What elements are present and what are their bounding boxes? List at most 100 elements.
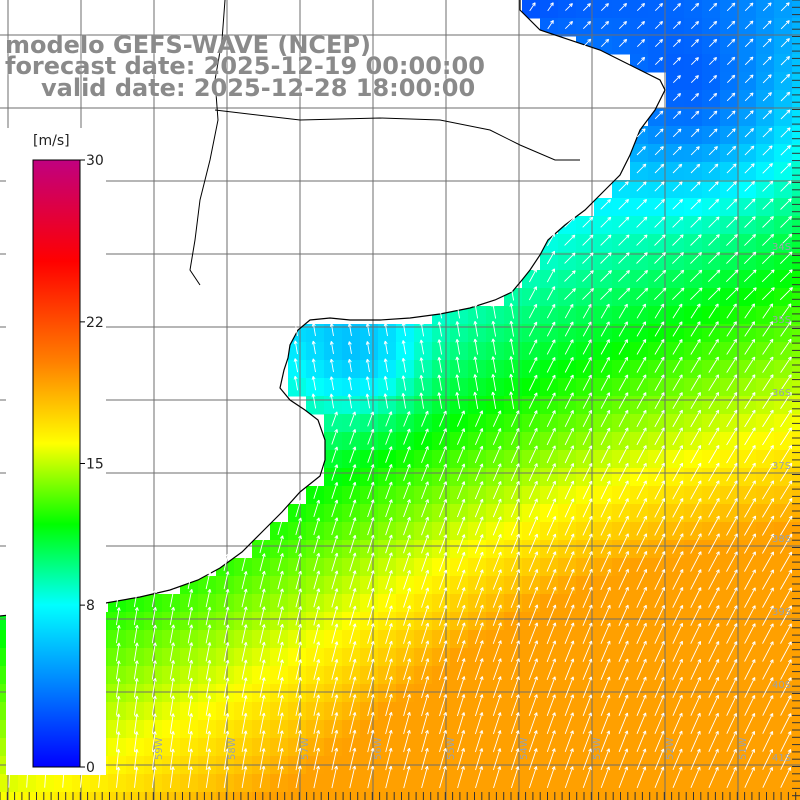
field-cell [396, 792, 415, 800]
wind-arrow [223, 588, 230, 608]
wind-arrow [403, 587, 411, 608]
wind-arrow [708, 234, 720, 246]
wind-arrow [133, 731, 139, 752]
wind-arrow [726, 462, 738, 482]
wind-arrow [762, 427, 774, 446]
wind-arrow [546, 463, 556, 482]
wind-arrow [779, 287, 793, 301]
wind-arrow [780, 445, 793, 464]
wind-arrow [546, 286, 556, 301]
field-cell [36, 792, 55, 800]
field-cell [468, 792, 487, 800]
wind-arrow [187, 730, 193, 752]
wind-arrow [654, 269, 667, 282]
wind-arrow [259, 588, 266, 608]
wind-arrow [133, 642, 139, 662]
wind-arrow [708, 658, 720, 680]
wind-arrow [744, 392, 756, 410]
wind-arrow [618, 392, 629, 409]
wind-arrow [349, 464, 357, 481]
wind-arrow [293, 340, 298, 355]
wind-arrow [367, 446, 375, 463]
wind-arrow [116, 766, 121, 788]
wind-arrow [636, 128, 646, 138]
wind-arrow [618, 462, 629, 482]
wind-arrow [654, 694, 665, 716]
wind-arrow [259, 641, 266, 662]
wind-arrow [528, 303, 538, 319]
wind-arrow [313, 499, 321, 518]
wind-arrow [313, 712, 321, 735]
wind-arrow [600, 480, 611, 500]
wind-arrow [600, 252, 612, 264]
latitude-label: 35S [772, 315, 791, 326]
wind-arrow [780, 145, 791, 156]
wind-arrow [780, 409, 792, 428]
wind-arrow [762, 569, 774, 590]
wind-arrow [492, 712, 502, 735]
wind-arrow [205, 695, 212, 716]
wind-arrow [151, 624, 157, 644]
wind-arrow [779, 251, 793, 265]
wind-arrow [347, 358, 352, 372]
wind-arrow [474, 622, 484, 645]
wind-arrow [349, 534, 357, 554]
wind-arrow [726, 677, 738, 698]
wind-arrow [726, 216, 738, 228]
wind-arrow [618, 586, 629, 608]
field-cell [792, 36, 800, 55]
wind-arrow [564, 234, 576, 246]
wind-arrow [474, 640, 484, 663]
wind-arrow [690, 20, 700, 30]
wind-arrow [779, 269, 793, 283]
wind-arrow [726, 74, 736, 84]
wind-arrow [385, 499, 393, 518]
wind-arrow [780, 198, 792, 210]
wind-arrow [401, 357, 407, 373]
wind-arrow [780, 55, 791, 66]
wind-arrow [672, 110, 682, 120]
wind-arrow [761, 251, 775, 265]
wind-arrow [510, 730, 520, 753]
wind-arrow [241, 659, 248, 680]
wind-arrow [744, 445, 756, 464]
wind-arrow [726, 321, 737, 337]
wind-arrow [169, 677, 175, 698]
wind-arrow [456, 410, 465, 427]
wind-arrow [564, 604, 575, 626]
wind-arrow [421, 765, 429, 789]
wind-arrow [365, 323, 370, 336]
wind-arrow [654, 462, 665, 482]
wind-arrow [725, 287, 739, 301]
wind-arrow [546, 339, 556, 355]
wind-arrow [690, 623, 702, 644]
wind-arrow [439, 428, 447, 445]
wind-arrow [744, 92, 754, 102]
field-cell [792, 180, 800, 199]
field-cell [432, 792, 451, 800]
wind-arrow [259, 694, 266, 716]
wind-arrow [780, 749, 792, 770]
wind-arrow [116, 731, 121, 752]
wind-arrow [600, 321, 610, 337]
wind-arrow [636, 445, 647, 464]
wind-arrow [295, 747, 302, 771]
wind-arrow [564, 339, 574, 355]
wind-arrow [564, 515, 575, 536]
wind-arrow [492, 586, 502, 608]
field-cell [792, 342, 800, 361]
wind-arrow [385, 711, 393, 735]
field-cell [702, 792, 721, 800]
wind-arrow [707, 287, 721, 301]
wind-arrow [385, 534, 393, 554]
wind-arrow [564, 463, 575, 482]
wind-arrow [546, 766, 556, 789]
wind-arrow [672, 128, 682, 138]
wind-arrow [654, 2, 664, 12]
wind-arrow [510, 551, 520, 572]
wind-arrow [421, 481, 429, 500]
wind-arrow [510, 410, 520, 427]
wind-arrow [546, 658, 557, 681]
field-cell [666, 792, 685, 800]
wind-arrow [241, 766, 248, 789]
